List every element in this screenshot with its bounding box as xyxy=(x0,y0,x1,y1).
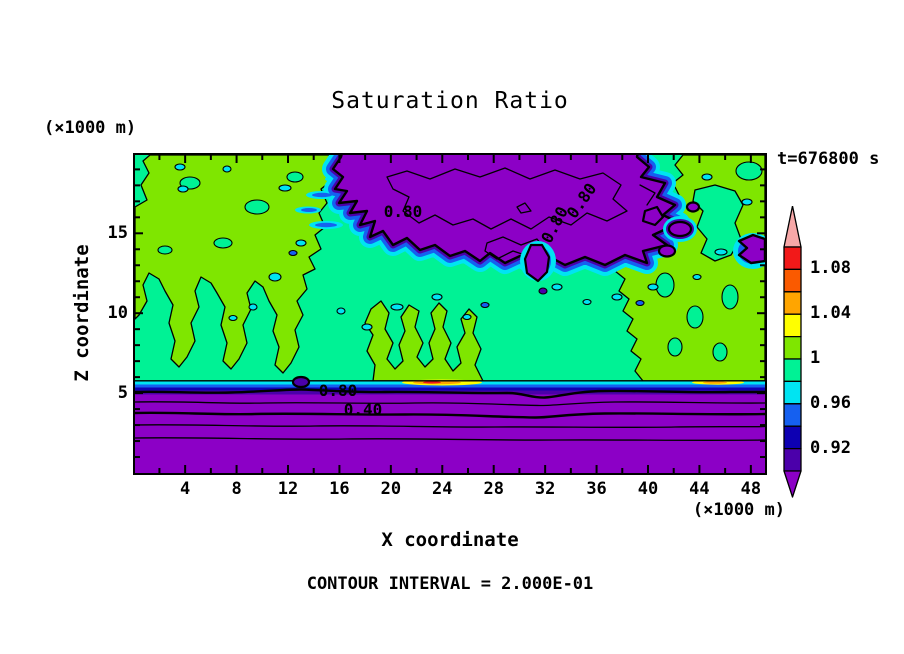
z-tick-label: 5 xyxy=(117,383,128,404)
x-tick-label: 44 xyxy=(689,479,710,499)
x-tick-label: 20 xyxy=(380,479,402,499)
x-tick-label: 16 xyxy=(329,479,350,499)
colorbar-scale xyxy=(783,206,802,498)
page-title: Saturation Ratio xyxy=(331,88,569,114)
colorbar-tick-label: 1.04 xyxy=(810,303,851,324)
x-tick-label: 32 xyxy=(534,479,556,499)
colorbar: 1.08 1.04 1 0.96 0.92 xyxy=(783,206,853,498)
contour-label: 0.80 xyxy=(383,202,423,221)
time-annotation: t=676800 s xyxy=(777,149,880,169)
x-axis-units-label: (×1000 m) xyxy=(692,500,785,520)
dry-islands xyxy=(520,201,765,295)
z-tick-label: 15 xyxy=(107,223,128,244)
x-tick-label: 12 xyxy=(277,479,299,499)
z-tick-label: 10 xyxy=(107,303,128,324)
axis-ticks xyxy=(135,155,765,473)
contour-plot xyxy=(133,153,767,475)
x-tick-label: 40 xyxy=(637,479,659,499)
x-tick-label: 48 xyxy=(740,479,762,499)
z-axis-units-label: (×1000 m) xyxy=(44,118,137,138)
x-tick-label: 4 xyxy=(180,479,191,499)
colorbar-tick-label: 1.08 xyxy=(810,258,851,279)
colorbar-tick-label: 1 xyxy=(810,348,821,368)
dry-lower-layer xyxy=(135,375,765,473)
contour-plot-canvas xyxy=(135,155,765,473)
colorbar-tick-label: 0.96 xyxy=(810,392,851,413)
x-axis-title: X coordinate xyxy=(381,529,519,551)
x-tick-label: 36 xyxy=(586,479,607,499)
contour-interval-note: CONTOUR INTERVAL = 2.000E-01 xyxy=(306,574,594,594)
x-tick-label: 24 xyxy=(432,479,453,499)
contour-label: 0.40 xyxy=(343,400,383,419)
x-tick-label: 28 xyxy=(483,479,504,499)
x-tick-label: 8 xyxy=(231,479,242,499)
subsaturated-plume xyxy=(295,155,679,265)
colorbar-tick-label: 0.92 xyxy=(810,437,851,458)
contour-label: 0.80 xyxy=(318,381,358,400)
